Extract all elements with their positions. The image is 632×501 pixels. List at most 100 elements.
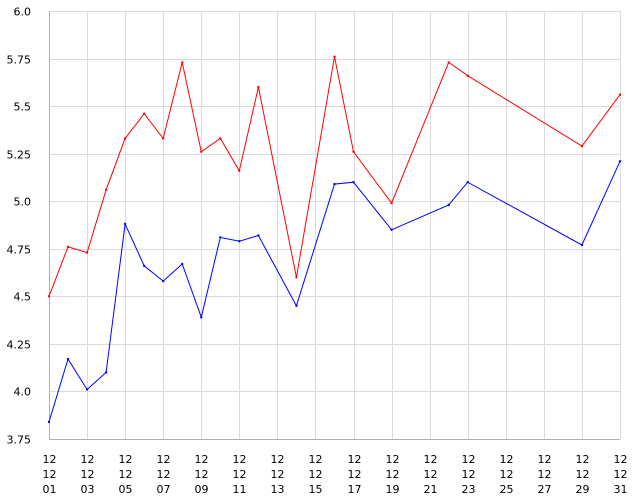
x-tick-label-line: 12	[576, 453, 590, 466]
x-tick-label: 12 12 23	[462, 453, 476, 496]
y-tick-label: 5.0	[14, 196, 32, 209]
y-tick-label: 5.5	[14, 101, 32, 114]
x-tick-label-line: 29	[576, 483, 590, 496]
x-tick-label: 12 12 15	[309, 453, 323, 496]
x-tick-label-line: 12	[538, 468, 552, 481]
data-point	[238, 169, 241, 172]
y-tick-label: 4.25	[7, 339, 32, 352]
data-point	[85, 251, 89, 254]
data-point	[390, 201, 393, 205]
x-tick-label-line: 27	[538, 483, 552, 496]
x-tick-label-line: 21	[424, 483, 438, 496]
x-tick-label-line: 12	[348, 468, 362, 481]
x-tick-label-line: 12	[233, 453, 247, 466]
x-tick-label-line: 12	[348, 453, 362, 466]
x-tick-label-line: 15	[309, 483, 323, 496]
data-point	[162, 279, 165, 283]
data-point	[181, 61, 184, 64]
x-tick-label: 12 12 25	[500, 453, 514, 496]
x-tick-label-line: 12	[538, 453, 552, 466]
data-point	[618, 93, 622, 96]
x-tick-label-line: 07	[157, 483, 171, 496]
x-tick-label: 12 12 17	[348, 453, 362, 496]
data-point	[200, 150, 203, 153]
series-line-0	[48, 56, 621, 297]
grid	[49, 11, 621, 440]
data-point	[333, 182, 336, 186]
x-tick-label: 12 12 29	[576, 453, 590, 496]
data-point	[466, 181, 469, 184]
x-tick-labels: 1212011212031212051212071212091212111212…	[43, 453, 628, 496]
x-tick-label: 12 12 09	[195, 453, 209, 496]
x-tick-label-line: 09	[195, 483, 209, 496]
data-point	[66, 245, 70, 249]
data-point	[143, 264, 146, 268]
y-tick-label: 3.75	[7, 434, 32, 447]
x-tick-label-line: 12	[195, 468, 209, 481]
data-point	[352, 181, 355, 184]
x-tick-label-line: 12	[424, 453, 438, 466]
x-tick-label: 12 12 03	[81, 453, 95, 496]
series-lines	[47, 55, 622, 424]
data-point	[47, 420, 51, 424]
x-tick-label-line: 12	[43, 468, 57, 481]
data-point	[238, 240, 241, 243]
x-tick-label: 12 12 21	[424, 453, 438, 496]
data-point	[47, 295, 51, 298]
data-point	[257, 85, 260, 89]
x-tick-label-line: 12	[614, 453, 628, 466]
y-tick-label: 4.75	[7, 244, 32, 257]
x-tick-label: 12 12 31	[614, 453, 628, 496]
data-point	[333, 55, 336, 58]
y-tick-label: 6.0	[14, 6, 32, 19]
x-tick-label-line: 05	[119, 483, 133, 496]
axes	[49, 11, 620, 440]
x-tick-label: 12 12 11	[233, 453, 247, 496]
data-point	[200, 316, 203, 319]
x-tick-label-line: 12	[614, 468, 628, 481]
x-tick-label-line: 01	[43, 483, 57, 496]
x-tick-label-line: 12	[462, 468, 476, 481]
data-point	[104, 371, 108, 374]
x-tick-label-line: 12	[500, 453, 514, 466]
series-line-1	[48, 161, 621, 423]
x-tick-label-line: 25	[500, 483, 514, 496]
data-point	[390, 228, 393, 231]
x-tick-label-line: 12	[576, 468, 590, 481]
data-point	[257, 234, 260, 237]
x-tick-label: 12 12 05	[119, 453, 133, 496]
data-point	[447, 203, 450, 207]
x-tick-label-line: 12	[309, 468, 323, 481]
x-tick-label-line: 12	[386, 453, 400, 466]
data-point	[123, 222, 127, 226]
x-tick-label-line: 12	[233, 468, 247, 481]
y-tick-label: 5.25	[7, 149, 32, 162]
x-tick-label-line: 12	[309, 453, 323, 466]
x-tick-label: 12 12 19	[386, 453, 400, 496]
x-tick-label-line: 19	[386, 483, 400, 496]
x-tick-label: 12 12 13	[271, 453, 285, 496]
x-tick-label-line: 11	[233, 483, 247, 496]
data-point	[580, 243, 584, 247]
y-tick-label: 4.5	[14, 291, 32, 304]
data-point	[447, 61, 450, 64]
x-tick-label-line: 12	[271, 453, 285, 466]
data-point	[104, 188, 108, 191]
x-tick-label: 12 12 01	[43, 453, 57, 496]
x-tick-label-line: 12	[157, 468, 171, 481]
data-point	[219, 137, 222, 140]
x-tick-label-line: 23	[462, 483, 476, 496]
x-tick-label-line: 12	[271, 468, 285, 481]
x-tick-label-line: 12	[424, 468, 438, 481]
data-point	[580, 144, 584, 148]
x-tick-label-line: 12	[119, 453, 133, 466]
x-tick-label: 12 12 27	[538, 453, 552, 496]
data-point	[123, 137, 127, 140]
data-point	[181, 262, 184, 266]
x-tick-label: 12 12 07	[157, 453, 171, 496]
x-tick-label-line: 12	[386, 468, 400, 481]
y-tick-labels: 3.75 4.0 4.25 4.5 4.75 5.0 5.25 5.5 5.75 6.0	[7, 6, 32, 447]
data-point	[66, 357, 70, 361]
data-point	[618, 160, 622, 163]
